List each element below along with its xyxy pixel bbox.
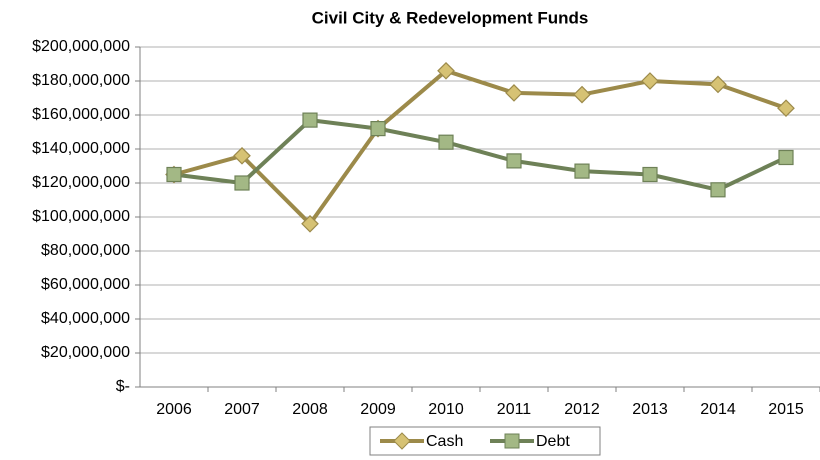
- series-line: [173, 68, 787, 226]
- marker: [642, 166, 658, 183]
- y-tick-label: $40,000,000: [41, 310, 130, 327]
- x-tick-label: 2015: [768, 401, 804, 418]
- x-tick-label: 2009: [360, 401, 396, 418]
- legend-label: Debt: [536, 433, 570, 450]
- marker: [778, 149, 794, 166]
- marker: [641, 72, 659, 90]
- marker: [438, 134, 454, 150]
- x-tick-label: 2013: [632, 401, 668, 418]
- x-tick-label: 2012: [564, 401, 600, 418]
- x-tick-label: 2006: [156, 401, 192, 418]
- legend-marker: [504, 433, 520, 449]
- marker: [573, 85, 591, 104]
- x-tick-label: 2011: [497, 401, 532, 418]
- y-tick-label: $140,000,000: [32, 140, 130, 157]
- marker: [234, 175, 250, 191]
- series-line: [173, 118, 787, 192]
- x-tick-label: 2008: [292, 401, 328, 418]
- y-tick-label: $60,000,000: [41, 276, 130, 293]
- marker: [505, 84, 523, 102]
- legend-label: Cash: [426, 433, 463, 450]
- marker: [370, 120, 386, 137]
- x-tick-label: 2010: [428, 401, 464, 418]
- marker: [777, 99, 795, 118]
- y-tick-label: $-: [116, 378, 130, 395]
- marker: [709, 75, 727, 94]
- y-tick-label: $80,000,000: [41, 242, 130, 259]
- marker: [166, 166, 182, 183]
- y-tick-label: $180,000,000: [32, 72, 130, 89]
- y-tick-label: $20,000,000: [41, 344, 130, 361]
- y-tick-label: $160,000,000: [32, 106, 130, 123]
- y-tick-label: $100,000,000: [32, 208, 130, 225]
- marker: [302, 112, 318, 128]
- marker: [301, 214, 319, 233]
- marker: [574, 163, 590, 179]
- legend-marker: [393, 432, 411, 450]
- marker: [710, 182, 726, 198]
- x-tick-label: 2014: [700, 401, 736, 418]
- marker: [437, 61, 455, 80]
- marker: [233, 146, 251, 165]
- marker: [506, 153, 522, 169]
- chart-title: Civil City & Redevelopment Funds: [312, 8, 589, 27]
- x-tick-label: 2007: [224, 401, 260, 418]
- y-tick-label: $200,000,000: [32, 38, 130, 55]
- y-tick-label: $120,000,000: [32, 174, 130, 191]
